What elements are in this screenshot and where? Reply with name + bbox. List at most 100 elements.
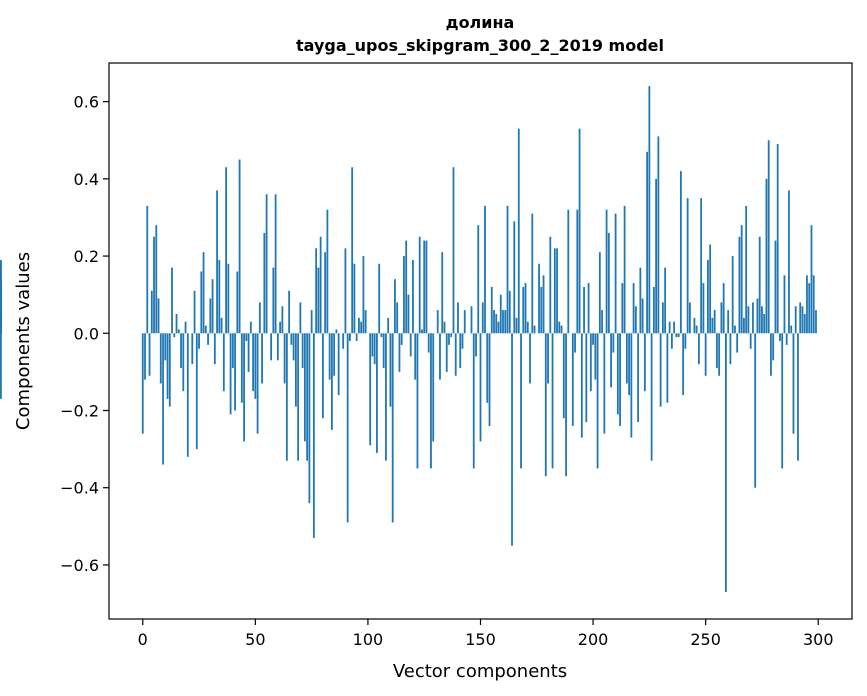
bar	[634, 306, 637, 334]
bar	[596, 333, 599, 469]
y-tick-label: 0.0	[74, 324, 99, 343]
bar	[283, 333, 286, 384]
bar	[643, 333, 646, 392]
bar	[414, 333, 417, 380]
bar	[497, 321, 500, 334]
bar	[630, 333, 633, 438]
bar	[162, 333, 164, 465]
bar	[450, 333, 453, 338]
bar	[312, 333, 315, 538]
bar	[716, 333, 718, 369]
bar	[186, 333, 189, 457]
bar	[236, 271, 239, 334]
bar	[279, 321, 282, 334]
bar	[391, 333, 394, 523]
bar	[578, 128, 581, 334]
bar	[321, 333, 324, 419]
bar	[675, 333, 678, 338]
bar	[765, 178, 768, 334]
bar	[452, 167, 455, 334]
bar	[668, 321, 671, 334]
bar	[299, 302, 302, 334]
bar	[409, 333, 412, 357]
bar	[490, 286, 493, 334]
bar	[531, 213, 534, 334]
bar	[315, 248, 318, 334]
bar	[198, 333, 200, 349]
y-tick-label: 0.6	[74, 93, 99, 112]
bar	[556, 248, 558, 334]
bar	[551, 333, 554, 469]
bar	[191, 333, 194, 365]
bar	[547, 333, 549, 384]
bar	[317, 267, 320, 334]
bar	[727, 310, 730, 334]
bar	[677, 333, 680, 338]
bar	[731, 256, 734, 334]
bar	[276, 333, 279, 361]
bar	[213, 333, 216, 365]
bar	[729, 333, 732, 365]
bar	[211, 279, 214, 334]
bar	[659, 333, 662, 407]
bar	[335, 329, 338, 334]
bar	[517, 128, 520, 334]
bar	[371, 333, 374, 357]
bar	[709, 244, 712, 334]
bar	[792, 333, 795, 434]
x-tick-label: 300	[803, 630, 834, 649]
bar	[623, 205, 626, 334]
bar	[180, 333, 182, 369]
bar	[803, 313, 806, 334]
bar	[324, 252, 327, 334]
bar	[400, 333, 403, 345]
bar	[301, 333, 304, 369]
bar	[619, 333, 621, 426]
bar	[171, 267, 173, 334]
bar	[788, 190, 790, 334]
bar	[603, 333, 606, 434]
bar	[238, 159, 241, 334]
bar	[222, 333, 225, 392]
bar	[389, 333, 392, 407]
bar	[484, 205, 486, 334]
bar	[761, 306, 763, 334]
bar	[754, 333, 757, 488]
bar	[234, 333, 236, 411]
bar	[256, 333, 259, 434]
bar	[542, 275, 545, 334]
y-tick-label: 0.4	[74, 170, 99, 189]
bar	[808, 283, 811, 334]
bar	[297, 333, 300, 461]
y-tick-label: −0.2	[60, 402, 99, 421]
bar	[770, 333, 772, 376]
bar	[612, 333, 615, 353]
bar	[707, 259, 709, 334]
bar	[580, 333, 583, 438]
bar	[385, 333, 387, 461]
bar	[695, 325, 698, 334]
bar	[734, 325, 736, 334]
bar	[441, 252, 444, 334]
bar	[648, 86, 651, 334]
bar	[448, 333, 450, 345]
bar	[184, 321, 187, 334]
bar	[245, 333, 248, 341]
bar	[763, 313, 766, 334]
bar	[477, 225, 480, 334]
bar	[439, 333, 441, 380]
bar	[326, 209, 329, 334]
bar	[182, 333, 185, 392]
bar	[0, 333, 2, 399]
bar	[625, 333, 628, 384]
bar	[661, 302, 664, 334]
bar	[587, 283, 590, 334]
bar	[364, 310, 367, 334]
bar	[670, 333, 673, 349]
bar	[560, 325, 563, 334]
bar	[252, 333, 254, 392]
bar	[781, 333, 784, 469]
bar	[747, 306, 750, 334]
bar	[166, 333, 169, 399]
